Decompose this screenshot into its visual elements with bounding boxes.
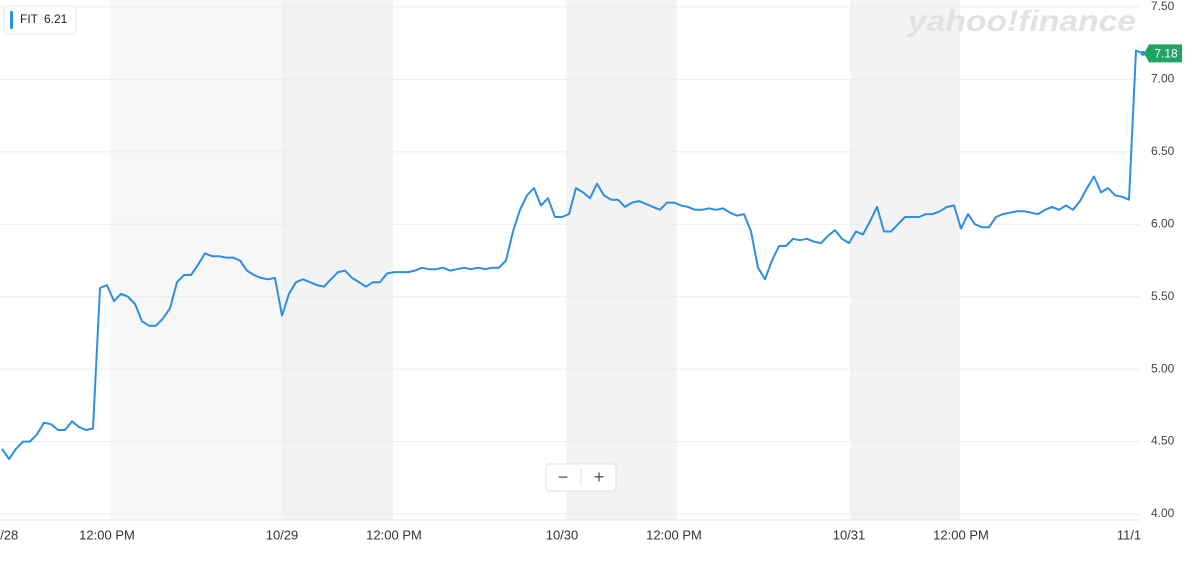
y-tick-label: 5.50 [1151, 289, 1175, 303]
session-band [393, 0, 566, 520]
y-tick-label: 7.50 [1151, 0, 1175, 13]
session-band [282, 0, 393, 520]
legend-name: FIT [20, 12, 39, 26]
x-tick-label: 12:00 PM [933, 527, 989, 542]
session-band [566, 0, 677, 520]
y-tick-label: 5.00 [1151, 361, 1175, 375]
session-band [110, 0, 282, 520]
y-tick-label: 6.00 [1151, 216, 1175, 230]
session-bands [110, 0, 960, 520]
legend-box [3, 5, 77, 35]
x-tick-label: 10/30 [546, 527, 579, 542]
last-price-tag [1144, 44, 1182, 63]
last-price-label: 7.18 [1154, 47, 1178, 61]
y-tick-label: 4.00 [1151, 506, 1175, 520]
y-tick-label: 4.50 [1151, 434, 1175, 448]
y-tick-label: 7.00 [1151, 72, 1175, 86]
legend-value: 6.21 [44, 12, 68, 26]
x-tick-label: 10/28 [0, 527, 18, 542]
x-tick-label: 12:00 PM [366, 527, 422, 542]
zoom-in[interactable]: + [594, 467, 605, 487]
x-tick-label: 10/31 [833, 527, 866, 542]
legend-swatch [10, 11, 13, 29]
session-band [850, 0, 960, 520]
plot [1, 49, 1146, 460]
y-tick-label: 6.50 [1151, 144, 1175, 158]
x-tick-label: 11/1 [1117, 527, 1141, 542]
legend: FIT 6.21 [3, 5, 77, 35]
x-tick-label: 12:00 PM [79, 527, 135, 542]
watermark: yahoo!finance [906, 5, 1136, 38]
x-tick-label: 10/29 [266, 527, 299, 542]
x-tick-label: 12:00 PM [646, 527, 702, 542]
zoom-control: − + [545, 463, 617, 492]
grid [0, 6, 1140, 521]
price-line [1, 49, 1144, 460]
zoom-out[interactable]: − [558, 467, 569, 487]
last-point [1140, 50, 1146, 56]
